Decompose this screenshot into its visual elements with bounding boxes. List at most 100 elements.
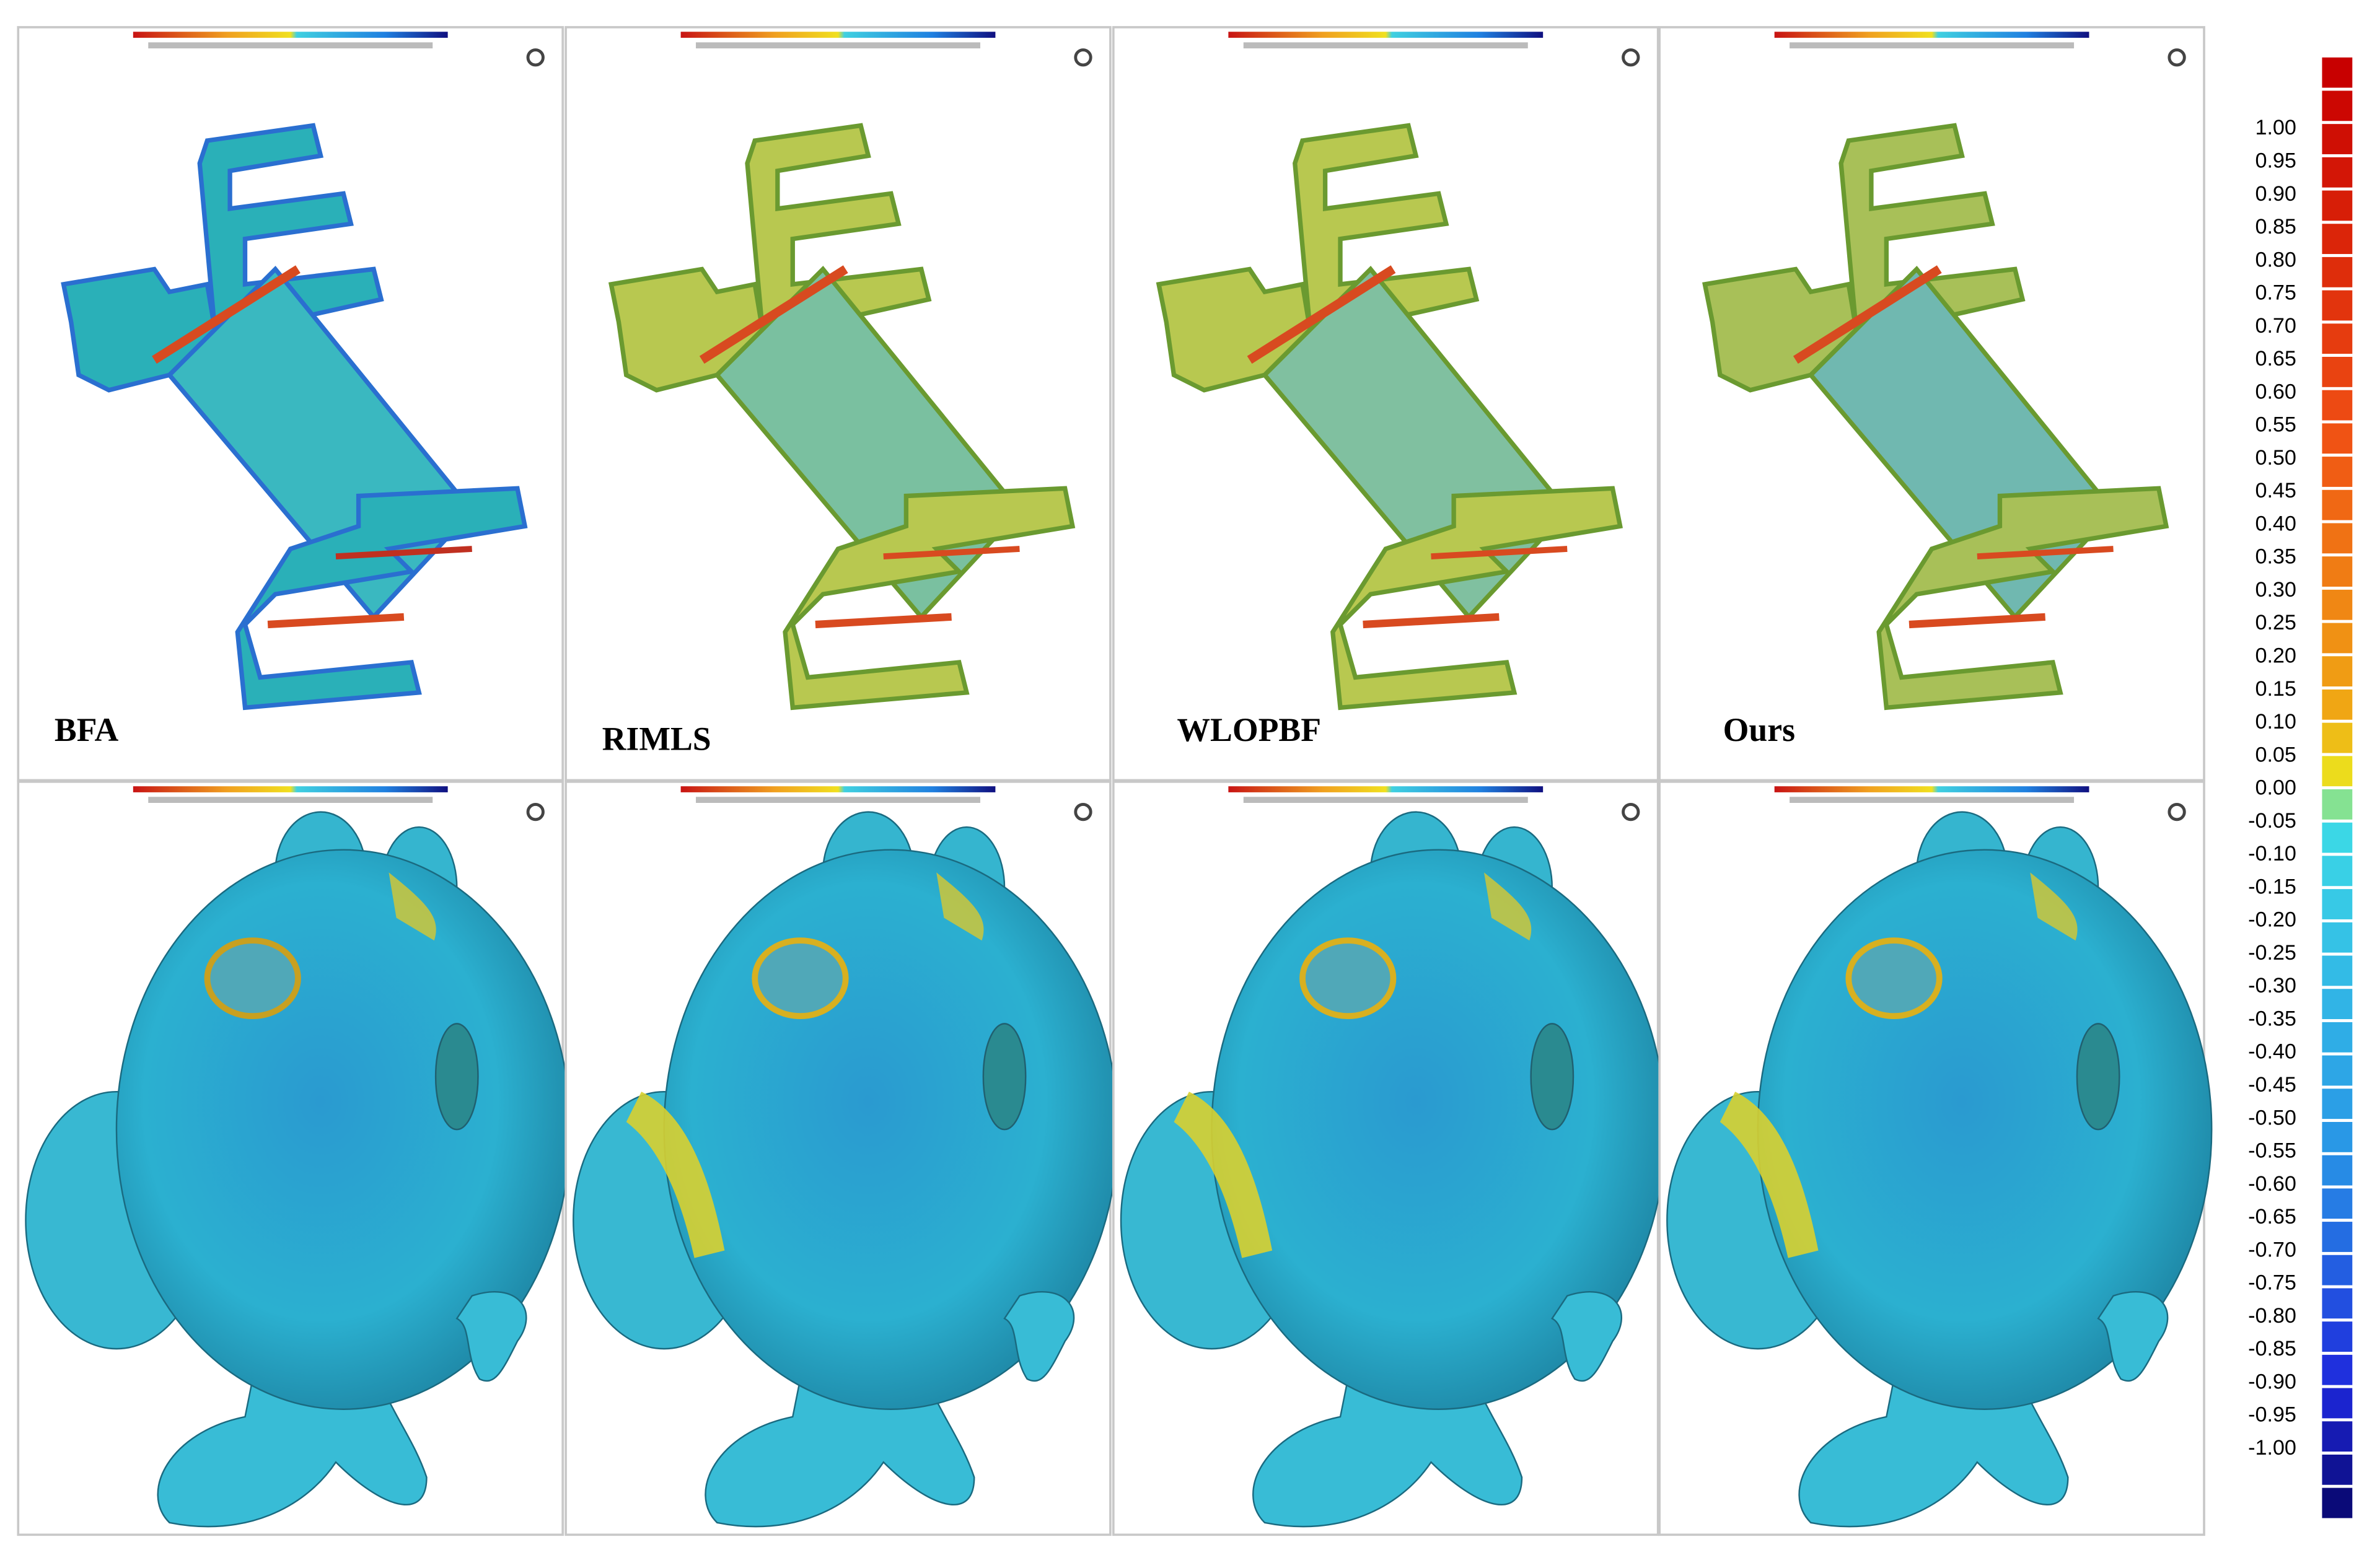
colorbar-label: -0.75 [2248, 1271, 2296, 1295]
colorbar-label: -0.70 [2248, 1238, 2296, 1261]
blade-lower [783, 486, 1076, 711]
colorbar: 1.00 0.95 0.90 0.85 0.80 0.75 0.70 0.65 0.60 0.55… [2248, 57, 2353, 1518]
fish-yellow [1174, 1092, 1273, 1258]
mini-colorbar [1774, 786, 2089, 792]
method-label: WLOPBF [1177, 711, 1321, 748]
colorbar-swatch [2322, 357, 2353, 387]
colorbar-swatch [2322, 1388, 2353, 1419]
colorbar-swatch [2322, 323, 2353, 354]
panel: BFA [17, 26, 564, 782]
colorbar-swatch [2322, 1222, 2353, 1252]
mini-colorbar-labels [1790, 797, 2075, 804]
fish-model [1666, 811, 2213, 1528]
panel: WLOPBF [1112, 26, 1659, 782]
colorbar-swatch [2322, 457, 2353, 487]
blade-lower [1330, 486, 1623, 711]
fish-model [25, 811, 571, 1528]
blade-streak [1977, 546, 2114, 560]
colorbar-swatch [2322, 1055, 2353, 1086]
colorbar-label: -0.10 [2248, 842, 2296, 865]
mini-colorbar [680, 786, 996, 792]
panel: RIMLS [564, 26, 1112, 782]
axis-icon [1074, 48, 1092, 67]
colorbar-swatch [2322, 856, 2353, 887]
colorbar-label: 0.25 [2255, 611, 2296, 634]
colorbar-label: 0.60 [2255, 380, 2296, 403]
colorbar-swatch [2322, 955, 2353, 986]
colorbar-label: 0.20 [2255, 644, 2296, 668]
mini-colorbar-labels [1243, 797, 1528, 804]
panel [564, 781, 1119, 1536]
fish-gill [434, 1023, 479, 1131]
blade-streak [699, 265, 848, 364]
mini-colorbar-labels [148, 42, 433, 49]
colorbar-swatch [2322, 1421, 2353, 1452]
colorbar-label: -0.25 [2248, 941, 2296, 965]
colorbar-swatch [2322, 190, 2353, 221]
fish-eye [1299, 937, 1397, 1020]
axis-icon [2168, 48, 2186, 67]
mini-colorbar [133, 32, 448, 38]
blade-streak [815, 613, 952, 629]
method-label: RIMLS [602, 720, 711, 758]
colorbar-swatch [2322, 1188, 2353, 1219]
mini-colorbar-labels [1790, 42, 2075, 49]
fish-small-fin [1003, 1291, 1075, 1382]
colorbar-label: 0.75 [2255, 281, 2296, 305]
axis-icon [1074, 803, 1092, 821]
blade-streak [335, 546, 472, 560]
colorbar-swatch [2322, 224, 2353, 255]
colorbar-label: -0.20 [2248, 908, 2296, 932]
colorbar-swatch [2322, 1321, 2353, 1352]
fish-yellow [2030, 872, 2078, 941]
fish-model [573, 811, 1119, 1528]
colorbar-swatch [2322, 157, 2353, 188]
colorbar-swatch [2322, 1088, 2353, 1119]
colorbar-swatch [2322, 290, 2353, 321]
fish-yellow [626, 1092, 725, 1258]
axis-icon [526, 48, 545, 67]
colorbar-swatch [2322, 1121, 2353, 1152]
mini-colorbar [1774, 32, 2089, 38]
colorbar-label: 0.40 [2255, 512, 2296, 535]
fish-eye [752, 937, 849, 1020]
blade-streak [1247, 265, 1396, 364]
colorbar-swatch [2322, 756, 2353, 787]
mini-colorbar [1228, 786, 1544, 792]
panel [17, 781, 571, 1536]
blade-streak [267, 613, 405, 629]
colorbar-label: 0.50 [2255, 446, 2296, 470]
colorbar-label: -0.85 [2248, 1337, 2296, 1360]
colorbar-swatch [2322, 124, 2353, 154]
fish-yellow [389, 872, 436, 941]
colorbar-swatch [2322, 1487, 2353, 1518]
colorbar-label: 0.95 [2255, 149, 2296, 172]
colorbar-label: -0.90 [2248, 1370, 2296, 1393]
colorbar-swatch [2322, 489, 2353, 520]
colorbar-swatch [2322, 1255, 2353, 1285]
colorbar-label: -0.60 [2248, 1172, 2296, 1196]
axis-icon [2168, 803, 2186, 821]
colorbar-swatch [2322, 1155, 2353, 1186]
colorbar-label: 0.80 [2255, 248, 2296, 271]
axis-icon [526, 803, 545, 821]
colorbar-label: -0.65 [2248, 1205, 2296, 1229]
colorbar-swatch [2322, 1454, 2353, 1485]
colorbar-label: 0.30 [2255, 578, 2296, 602]
method-label: BFA [55, 711, 119, 748]
blade-lower [235, 486, 528, 711]
mini-colorbar [680, 32, 996, 38]
colorbar-label: -0.15 [2248, 875, 2296, 898]
blade-model [1156, 123, 1623, 711]
blade-streak [1431, 546, 1568, 560]
colorbar-swatch [2322, 90, 2353, 121]
blade-model [1702, 123, 2169, 711]
colorbar-label: 0.85 [2255, 215, 2296, 239]
panel [1112, 781, 1667, 1536]
blade-streak [883, 546, 1020, 560]
colorbar-label: 0.70 [2255, 314, 2296, 338]
blade-streak [1793, 265, 1942, 364]
fish-small-fin [455, 1291, 527, 1382]
